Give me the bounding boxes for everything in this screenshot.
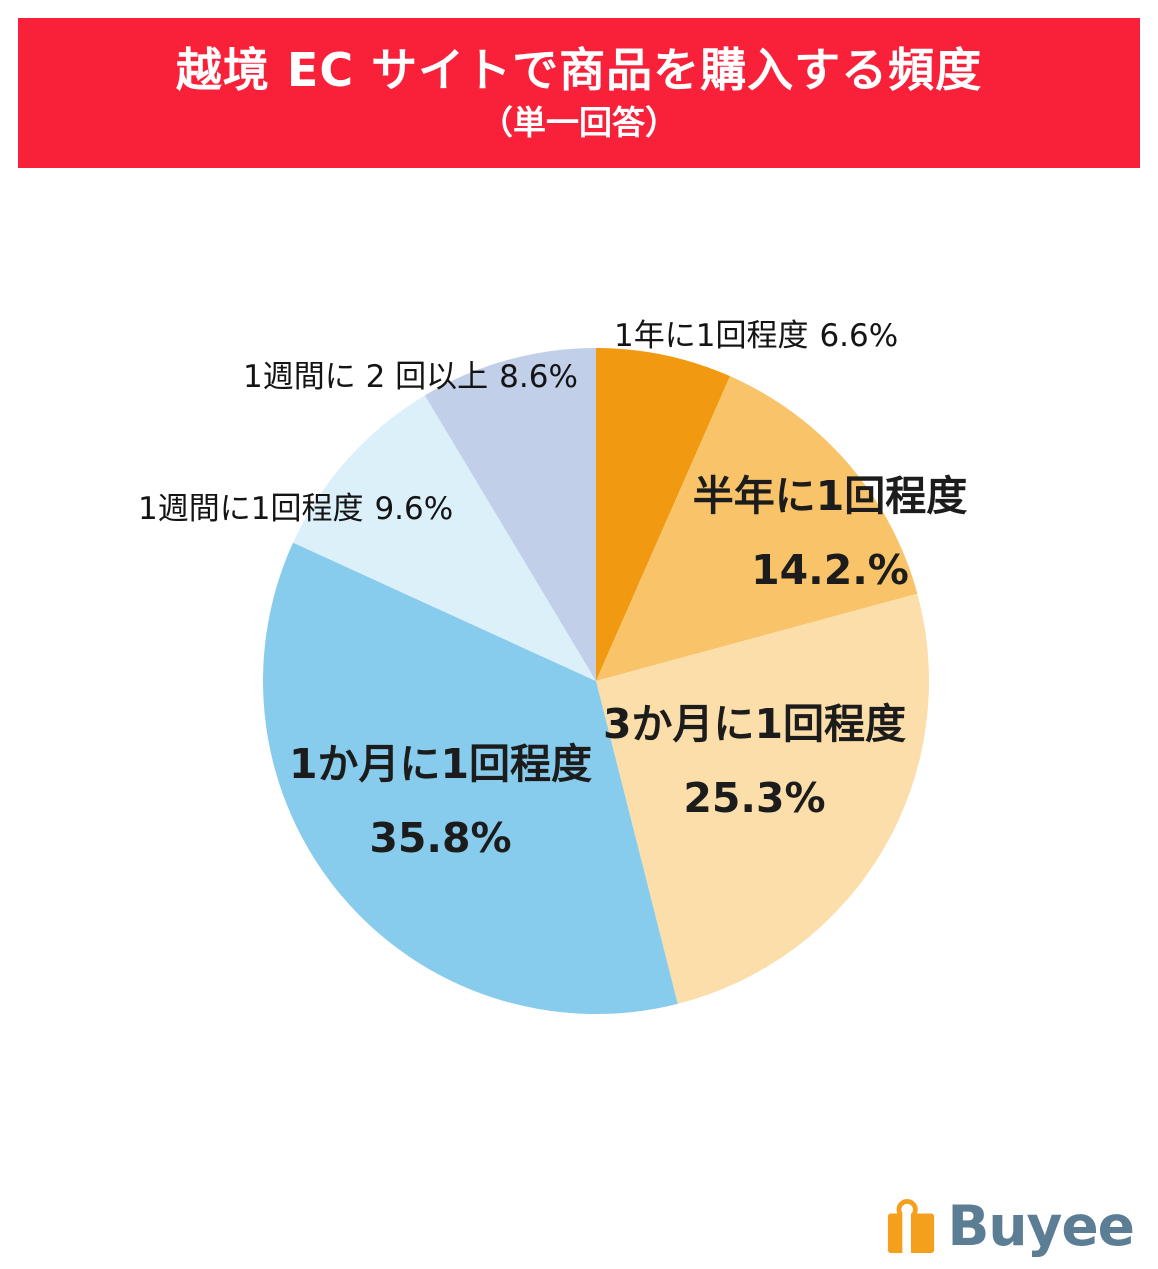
buyee-logo-text: Buyee — [947, 1193, 1135, 1258]
label-three-months: 3か月に1回程度 25.3% — [582, 688, 927, 836]
pie-slice-6 — [424, 348, 596, 681]
buyee-giftbox-icon — [888, 1199, 935, 1253]
label-one-month: 1か月に1回程度 35.8% — [268, 728, 613, 876]
label-once-a-week-pct: 9.6% — [374, 491, 454, 527]
label-half-year: 半年に1回程度 14.2.% — [665, 460, 995, 608]
label-once-a-year: 1年に1回程度 6.6% — [614, 310, 898, 355]
chart-title: 越境 EC サイトで商品を購入する頻度 — [175, 42, 983, 97]
label-three-months-text: 3か月に1回程度 — [602, 700, 907, 748]
label-twice-a-week-text: 1週間に 2 回以上 — [243, 359, 489, 395]
pie-slice-1 — [596, 348, 731, 681]
label-once-a-year-pct: 6.6% — [819, 318, 899, 354]
label-three-months-pct: 25.3% — [683, 773, 826, 822]
pie-slice-5 — [293, 395, 596, 681]
label-once-a-year-text: 1年に1回程度 — [614, 318, 809, 354]
label-once-a-week: 1週間に1回程度 9.6% — [138, 483, 453, 528]
title-banner: 越境 EC サイトで商品を購入する頻度 （単一回答） — [18, 18, 1140, 168]
label-twice-a-week: 1週間に 2 回以上 8.6% — [243, 351, 578, 396]
buyee-logo: Buyee — [885, 1193, 1135, 1258]
label-half-year-text: 半年に1回程度 — [692, 472, 968, 520]
pie-slice-3 — [596, 593, 930, 1004]
pie-slice-2 — [596, 376, 918, 681]
label-once-a-week-text: 1週間に1回程度 — [138, 491, 364, 527]
label-twice-a-week-pct: 8.6% — [499, 359, 578, 395]
label-half-year-pct: 14.2.% — [751, 545, 909, 594]
label-one-month-pct: 35.8% — [369, 813, 512, 862]
pie-slice-4 — [262, 542, 678, 1015]
chart-subtitle: （単一回答） — [480, 102, 678, 142]
label-one-month-text: 1か月に1回程度 — [288, 740, 593, 788]
